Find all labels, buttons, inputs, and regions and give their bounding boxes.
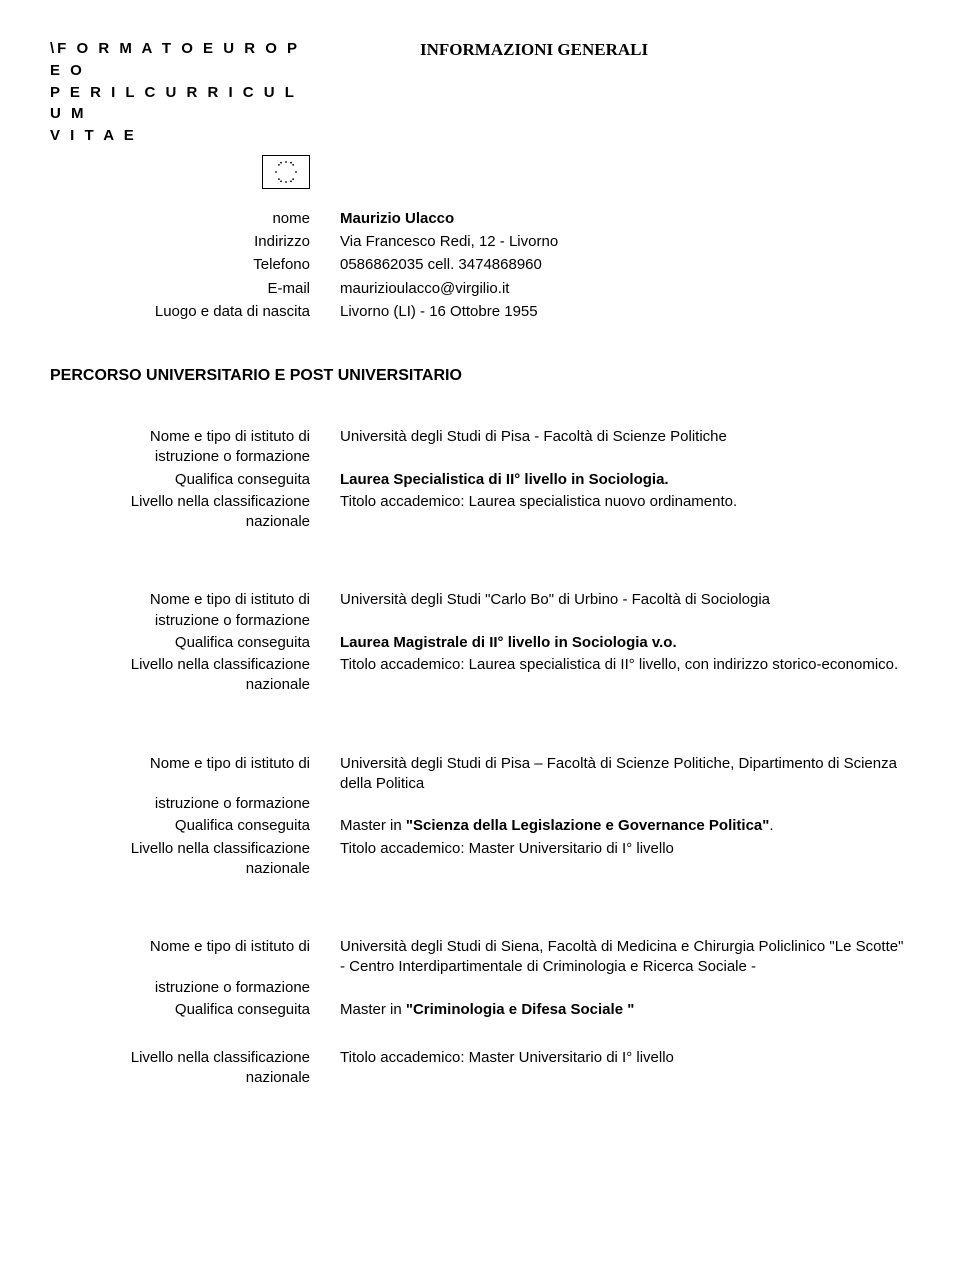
doc-title-line1: \F O R M A T O E U R O P E O bbox=[50, 40, 300, 79]
education-entry: Nome e tipo di istituto di Università de… bbox=[50, 590, 910, 695]
doc-title-line3: V I T A E bbox=[50, 127, 137, 144]
label-livello-l2: nazionale bbox=[50, 512, 310, 532]
value-email: maurizioulacco@virgilio.it bbox=[340, 279, 910, 299]
section-header-info: INFORMAZIONI GENERALI bbox=[420, 38, 910, 60]
label-luogo: Luogo e data di nascita bbox=[50, 302, 310, 322]
label-istituto-l1: Nome e tipo di istituto di bbox=[50, 754, 310, 795]
value-qualifica: Master in "Criminologia e Difesa Sociale… bbox=[340, 1000, 910, 1020]
label-qualifica: Qualifica conseguita bbox=[50, 816, 310, 836]
label-indirizzo: Indirizzo bbox=[50, 232, 310, 252]
value-livello: Titolo accademico: Master Universitario … bbox=[340, 839, 910, 859]
value-istituto: Università degli Studi di Pisa - Facoltà… bbox=[340, 427, 910, 447]
label-istituto-l1: Nome e tipo di istituto di bbox=[50, 427, 310, 447]
label-qualifica: Qualifica conseguita bbox=[50, 1000, 310, 1020]
value-qualifica: Master in "Scienza della Legislazione e … bbox=[340, 816, 910, 836]
label-livello-l1: Livello nella classificazione bbox=[50, 1048, 310, 1068]
label-istituto-l2: istruzione o formazione bbox=[50, 447, 310, 467]
label-qualifica: Qualifica conseguita bbox=[50, 633, 310, 653]
label-livello-l1: Livello nella classificazione bbox=[50, 655, 310, 675]
value-livello: Titolo accademico: Laurea specialistica … bbox=[340, 655, 910, 675]
label-qualifica: Qualifica conseguita bbox=[50, 470, 310, 490]
section-title-percorso: PERCORSO UNIVERSITARIO E POST UNIVERSITA… bbox=[50, 367, 910, 385]
label-istituto-l2: istruzione o formazione bbox=[50, 794, 310, 814]
label-livello-l1: Livello nella classificazione bbox=[50, 492, 310, 512]
label-livello-l2: nazionale bbox=[50, 1068, 310, 1088]
label-livello-l2: nazionale bbox=[50, 675, 310, 695]
value-qualifica: Laurea Specialistica di II° livello in S… bbox=[340, 470, 910, 490]
value-istituto: Università degli Studi di Pisa – Facoltà… bbox=[340, 754, 910, 795]
label-istituto-l2: istruzione o formazione bbox=[50, 978, 310, 998]
value-nome: Maurizio Ulacco bbox=[340, 209, 910, 229]
value-qualifica: Laurea Magistrale di II° livello in Soci… bbox=[340, 633, 910, 653]
label-livello-l2: nazionale bbox=[50, 859, 310, 879]
label-istituto-l1: Nome e tipo di istituto di bbox=[50, 937, 310, 978]
label-livello-l1: Livello nella classificazione bbox=[50, 839, 310, 859]
education-entry: Nome e tipo di istituto di Università de… bbox=[50, 427, 910, 532]
value-livello: Titolo accademico: Master Universitario … bbox=[340, 1048, 910, 1068]
label-email: E-mail bbox=[50, 279, 310, 299]
label-telefono: Telefono bbox=[50, 255, 310, 275]
value-istituto: Università degli Studi di Siena, Facoltà… bbox=[340, 937, 910, 978]
education-entry: Nome e tipo di istituto di Università de… bbox=[50, 754, 910, 880]
education-entry: Nome e tipo di istituto di Università de… bbox=[50, 937, 910, 1089]
eu-flag-icon bbox=[262, 155, 310, 189]
value-istituto: Università degli Studi "Carlo Bo" di Urb… bbox=[340, 590, 910, 610]
value-luogo: Livorno (LI) - 16 Ottobre 1955 bbox=[340, 302, 910, 322]
value-indirizzo: Via Francesco Redi, 12 - Livorno bbox=[340, 232, 910, 252]
label-nome: nome bbox=[50, 209, 310, 229]
doc-title-line2: P E R I L C U R R I C U L U M bbox=[50, 84, 297, 123]
value-telefono: 0586862035 cell. 3474868960 bbox=[340, 255, 910, 275]
value-livello: Titolo accademico: Laurea specialistica … bbox=[340, 492, 910, 512]
label-istituto-l2: istruzione o formazione bbox=[50, 611, 310, 631]
label-istituto-l1: Nome e tipo di istituto di bbox=[50, 590, 310, 610]
